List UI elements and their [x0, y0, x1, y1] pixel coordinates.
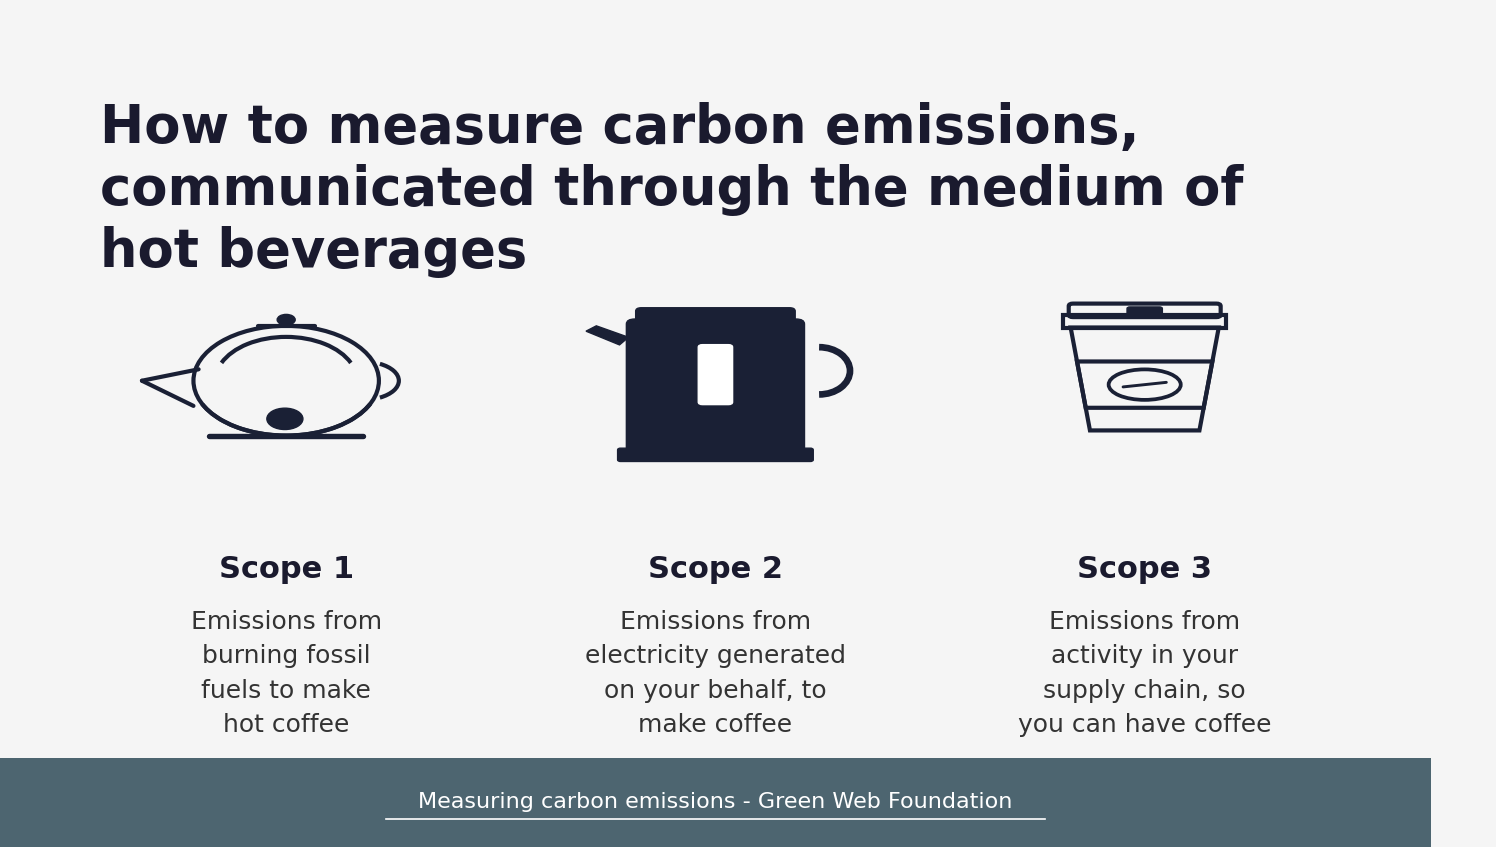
Text: Scope 1: Scope 1: [218, 555, 353, 584]
Text: Scope 3: Scope 3: [1077, 555, 1212, 584]
FancyBboxPatch shape: [627, 319, 805, 455]
Circle shape: [266, 408, 302, 429]
Polygon shape: [586, 326, 628, 345]
Circle shape: [277, 314, 295, 325]
FancyBboxPatch shape: [699, 345, 733, 405]
Text: Emissions from
activity in your
supply chain, so
you can have coffee: Emissions from activity in your supply c…: [1017, 610, 1272, 737]
FancyBboxPatch shape: [618, 448, 814, 462]
FancyBboxPatch shape: [636, 307, 796, 329]
FancyBboxPatch shape: [0, 758, 1430, 847]
Text: How to measure carbon emissions,
communicated through the medium of
hot beverage: How to measure carbon emissions, communi…: [100, 102, 1243, 278]
FancyBboxPatch shape: [1126, 307, 1162, 315]
Text: Emissions from
burning fossil
fuels to make
hot coffee: Emissions from burning fossil fuels to m…: [190, 610, 381, 737]
Text: Measuring carbon emissions - Green Web Foundation: Measuring carbon emissions - Green Web F…: [419, 792, 1013, 812]
Text: Emissions from
electricity generated
on your behalf, to
make coffee: Emissions from electricity generated on …: [585, 610, 845, 737]
Text: Scope 2: Scope 2: [648, 555, 782, 584]
